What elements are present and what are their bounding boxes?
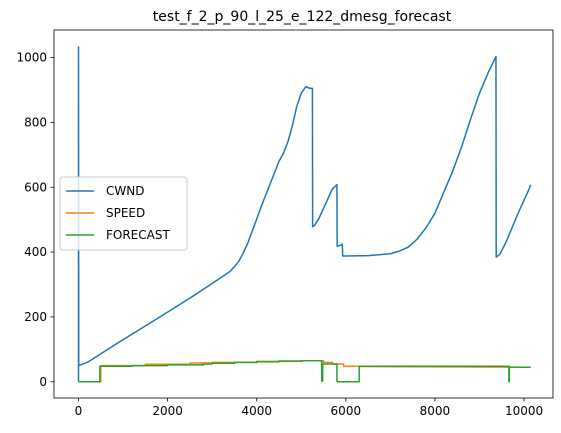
y-axis: 0 200 400 600 800 1000 [16,51,54,389]
legend-label-forecast: FORECAST [106,228,170,242]
y-tick-label: 800 [24,115,47,129]
x-tick-label: 0 [75,404,83,418]
x-tick-label: 2000 [152,404,183,418]
x-tick-label: 4000 [241,404,272,418]
y-tick-label: 600 [24,180,47,194]
plot-frame [53,29,554,399]
legend: CWND SPEED FORECAST [59,176,188,251]
y-tick-label: 200 [24,310,47,324]
x-tick-label: 8000 [420,404,451,418]
x-tick-label: 10000 [505,404,543,418]
chart-title: test_f_2_p_90_l_25_e_122_dmesg_forecast [153,9,452,25]
x-tick-label: 6000 [331,404,362,418]
y-tick-label: 0 [39,375,47,389]
legend-label-cwnd: CWND [106,184,144,198]
series-line-cwnd [77,46,532,382]
y-tick-label: 1000 [16,51,47,65]
y-tick-label: 400 [24,245,47,259]
x-axis: 0 2000 4000 6000 8000 10000 [75,398,543,418]
legend-label-speed: SPEED [106,206,145,220]
series-line-forecast [78,359,531,383]
legend-box [59,176,188,251]
